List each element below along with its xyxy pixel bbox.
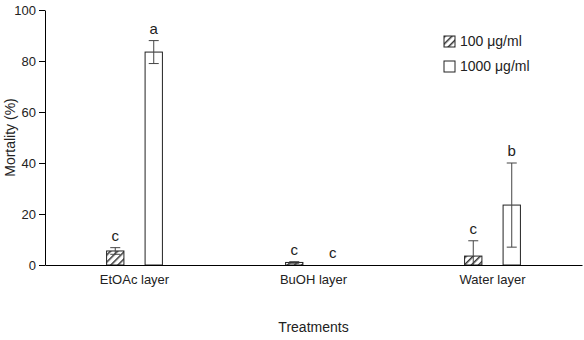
error-cap <box>110 254 120 255</box>
y-axis-title: Mortality (%) <box>2 98 18 177</box>
tick-mark <box>39 214 45 215</box>
tick: 40 <box>22 156 45 171</box>
bar <box>286 262 303 265</box>
significance-letter: c <box>112 227 120 244</box>
legend-item: 100 μg/ml <box>444 33 522 49</box>
marks <box>107 41 521 265</box>
tick-mark <box>39 112 45 113</box>
significance-letter: c <box>291 241 299 258</box>
tick: BuOH layer <box>280 272 348 287</box>
tick-mark <box>39 10 45 11</box>
error-line <box>115 248 116 255</box>
bar <box>145 52 162 265</box>
chart: c c c a c b 0 20 40 60 80 100 EtOAc layer BuOH layer W… <box>0 0 584 340</box>
error-line <box>153 41 154 64</box>
tick-label: BuOH layer <box>280 272 348 287</box>
tick: 100 <box>14 3 45 18</box>
error-bar <box>289 262 299 264</box>
axis-line <box>46 265 583 266</box>
tick-label: 0 <box>29 258 36 273</box>
error-line <box>511 163 512 247</box>
error-cap <box>507 247 517 248</box>
error-cap <box>289 261 299 262</box>
tick-label: Water layer <box>460 272 527 287</box>
significance-letter: a <box>150 20 159 37</box>
tick-label: 20 <box>22 207 36 222</box>
tick: EtOAc layer <box>100 272 170 287</box>
legend-swatch <box>444 36 455 47</box>
tick: 60 <box>22 105 45 120</box>
tick-mark <box>39 265 45 266</box>
tick-label: 100 <box>14 3 36 18</box>
tick: 0 <box>29 258 45 273</box>
tick-mark <box>39 163 45 164</box>
axis-line <box>45 11 46 266</box>
error-bar <box>507 163 517 247</box>
tick: Water layer <box>460 272 527 287</box>
legend: 100 μg/ml 1000 μg/ml <box>444 33 530 74</box>
error-cap <box>149 63 159 64</box>
tick-label: EtOAc layer <box>100 272 170 287</box>
significance-letter: b <box>508 142 516 159</box>
legend-swatch <box>444 61 455 72</box>
error-cap <box>149 40 159 41</box>
error-cap <box>110 247 120 248</box>
y-axis: 0 20 40 60 80 100 <box>14 3 45 273</box>
error-cap <box>289 263 299 264</box>
error-cap <box>468 240 478 241</box>
legend-label: 1000 μg/ml <box>460 58 530 74</box>
annotations: c c c a c b <box>112 20 516 261</box>
bar <box>324 265 341 266</box>
tick-label: 40 <box>22 156 36 171</box>
tick: 20 <box>22 207 45 222</box>
legend-label: 100 μg/ml <box>460 33 522 49</box>
tick-label: 60 <box>22 105 36 120</box>
x-axis-title: Treatments <box>278 319 348 335</box>
error-line <box>473 241 474 265</box>
error-bar <box>468 241 478 265</box>
error-cap <box>507 163 517 164</box>
x-axis: EtOAc layer BuOH layer Water layer <box>46 266 583 288</box>
tick-mark <box>39 61 45 62</box>
significance-letter: c <box>470 220 478 237</box>
error-bar <box>149 41 159 64</box>
error-bar <box>110 248 120 255</box>
tick-label: 80 <box>22 54 36 69</box>
significance-letter: c <box>329 244 337 261</box>
tick: 80 <box>22 54 45 69</box>
legend-item: 1000 μg/ml <box>444 58 530 74</box>
